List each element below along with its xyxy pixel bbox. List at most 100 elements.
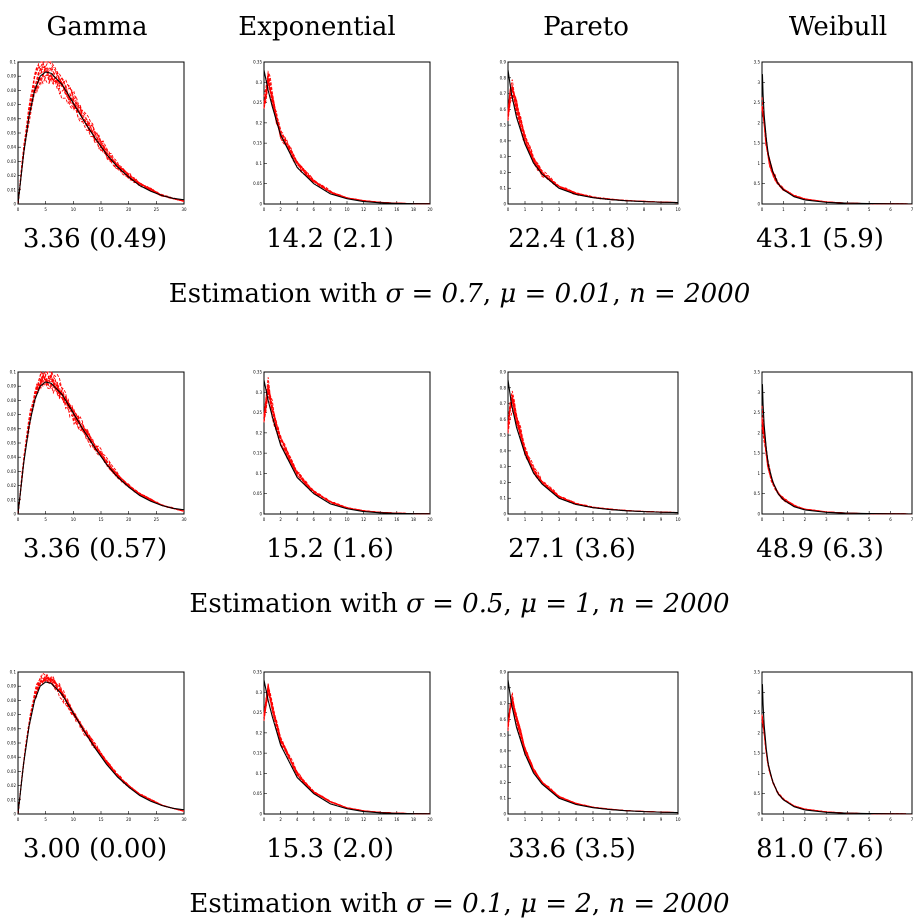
x-tick-label: 6 xyxy=(609,517,612,522)
estimate-curve xyxy=(263,81,431,205)
y-tick-label: 0.2 xyxy=(256,430,263,435)
y-tick-label: 0 xyxy=(503,202,506,207)
sep: , xyxy=(591,589,609,619)
estimate-curve xyxy=(17,74,185,205)
estimate-curve xyxy=(17,673,185,815)
y-tick-label: 3 xyxy=(757,390,760,395)
x-tick-label: 8 xyxy=(643,517,646,522)
error-stat-exponential: 15.3 (2.0) xyxy=(266,834,394,864)
y-tick-label: 0.1 xyxy=(256,771,263,776)
error-stat-exponential: 14.2 (2.1) xyxy=(266,224,394,254)
y-tick-label: 0.1 xyxy=(10,670,17,675)
y-tick-label: 0.09 xyxy=(7,384,16,389)
x-tick-label: 5 xyxy=(44,817,47,822)
x-tick-label: 10 xyxy=(344,517,350,522)
estimate-curve xyxy=(17,371,185,515)
x-tick-label: 8 xyxy=(329,817,332,822)
estimate-curve xyxy=(507,699,679,814)
estimate-curve xyxy=(17,65,185,205)
y-tick-label: 2 xyxy=(757,730,760,735)
y-tick-label: 0.25 xyxy=(253,710,262,715)
caption-prefix: Estimation with xyxy=(189,889,407,919)
x-tick-label: 4 xyxy=(296,517,299,522)
y-tick-label: 0.3 xyxy=(256,80,263,85)
y-tick-label: 0.6 xyxy=(500,107,507,112)
x-tick-label: 15 xyxy=(98,817,104,822)
y-tick-label: 0 xyxy=(757,812,760,817)
x-tick-label: 9 xyxy=(660,817,663,822)
y-tick-label: 0.15 xyxy=(253,751,262,756)
n-value: n = 2000 xyxy=(608,889,730,919)
y-tick-label: 0.1 xyxy=(256,471,263,476)
caption-prefix: Estimation with xyxy=(168,279,386,309)
y-tick-label: 0.5 xyxy=(754,181,761,186)
x-tick-label: 16 xyxy=(394,207,400,212)
estimate-curve xyxy=(507,396,679,513)
true-density-curve xyxy=(263,379,431,515)
y-tick-label: 2 xyxy=(757,120,760,125)
error-stat-gamma: 3.36 (0.49) xyxy=(22,224,168,254)
y-tick-label: 0.03 xyxy=(7,769,16,774)
x-tick-label: 20 xyxy=(126,517,132,522)
estimate-curve xyxy=(17,64,185,205)
estimate-curve xyxy=(17,373,185,515)
x-tick-label: 5 xyxy=(868,517,871,522)
x-tick-label: 1 xyxy=(782,207,785,212)
x-tick-label: 20 xyxy=(126,817,132,822)
x-tick-label: 3 xyxy=(825,207,828,212)
y-tick-label: 0.1 xyxy=(256,161,263,166)
estimate-curve xyxy=(761,97,913,205)
x-tick-label: 6 xyxy=(889,817,892,822)
sigma-value: σ = 0.1 xyxy=(406,889,504,919)
true-density-curve xyxy=(761,74,913,205)
x-tick-label: 6 xyxy=(889,517,892,522)
y-tick-label: 0.4 xyxy=(500,138,507,143)
estimate-curve xyxy=(17,61,185,205)
x-tick-label: 10 xyxy=(71,817,77,822)
y-tick-label: 0.08 xyxy=(7,698,16,703)
y-tick-label: 3.5 xyxy=(754,370,761,375)
x-tick-label: 3 xyxy=(558,517,561,522)
x-tick-label: 6 xyxy=(609,207,612,212)
y-tick-label: 0.04 xyxy=(7,145,16,150)
x-tick-label: 8 xyxy=(329,517,332,522)
x-tick-label: 10 xyxy=(344,817,350,822)
estimate-curve xyxy=(263,79,431,205)
y-tick-label: 0.03 xyxy=(7,469,16,474)
plot-svg: 0 5 10 15 20 25 30 0 0.01 0.02 0.03 0.04 0.05 0.06 0.0… xyxy=(7,60,187,213)
plot-frame xyxy=(263,671,431,815)
x-tick-label: 12 xyxy=(361,517,367,522)
estimate-curve xyxy=(263,690,431,815)
x-tick-label: 6 xyxy=(313,817,316,822)
x-tick-label: 0 xyxy=(507,517,510,522)
true-density-curve xyxy=(507,69,679,204)
y-tick-label: 0 xyxy=(757,202,760,207)
estimate-curve xyxy=(507,692,679,814)
x-tick-label: 2 xyxy=(804,817,807,822)
estimate-curve xyxy=(263,70,431,205)
x-tick-label: 7 xyxy=(626,207,629,212)
estimate-curve xyxy=(507,409,679,514)
y-tick-label: 0.9 xyxy=(500,370,507,375)
true-density-curve xyxy=(17,381,185,515)
estimate-curve xyxy=(263,77,431,205)
estimate-curve xyxy=(17,679,185,815)
estimate-curve xyxy=(17,378,185,515)
y-tick-label: 0 xyxy=(13,812,16,817)
estimate-curve xyxy=(263,692,431,815)
estimate-curve xyxy=(507,700,679,814)
estimate-curve xyxy=(507,84,679,203)
estimate-curve xyxy=(17,73,185,205)
column-header-exponential: Exponential xyxy=(238,12,396,42)
y-tick-label: 0.35 xyxy=(253,670,262,675)
x-tick-label: 1 xyxy=(524,517,527,522)
y-tick-label: 0.05 xyxy=(7,131,16,136)
chart-gamma-row-1: 0 5 10 15 20 25 30 0 0.01 0.02 0.03 0.04 0.05 0.06 0.0… xyxy=(7,60,187,213)
y-tick-label: 0.01 xyxy=(7,187,16,192)
estimate-curve xyxy=(17,65,185,205)
x-tick-label: 3 xyxy=(558,817,561,822)
plot-svg: 0 1 2 3 4 5 6 7 8 9 10 0 0.1 0.2 0.3 0.4 0.5 0.6 0.7 0.8 0.9 xyxy=(500,370,681,523)
y-tick-label: 0.06 xyxy=(7,726,16,731)
y-tick-label: 0.4 xyxy=(500,448,507,453)
plot-frame xyxy=(761,61,913,205)
